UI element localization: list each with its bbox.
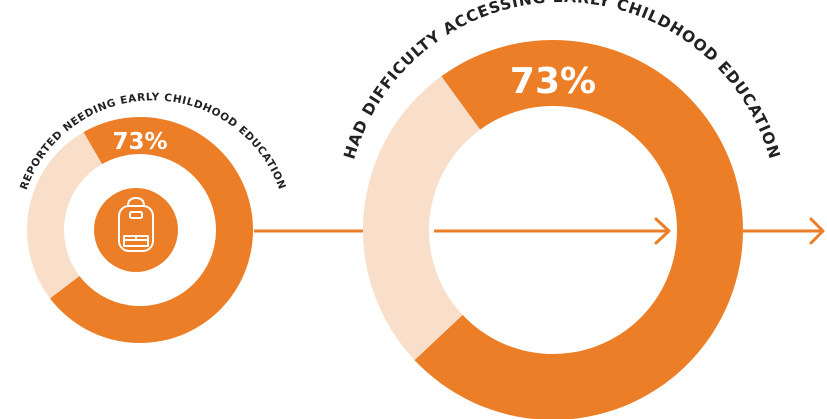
arrow-head-middle — [654, 217, 671, 245]
donut-slice-remainder — [26, 132, 102, 299]
donut-small-value-label: 73% — [112, 129, 167, 155]
donut-slice-remainder — [362, 76, 481, 361]
donut-slice-value — [49, 117, 254, 343]
arrow-head-right — [809, 217, 825, 245]
donut-slice-value — [414, 40, 743, 419]
donut-chart-large: 73% HAD DIFFICULTY ACCESSING EARLY CHILD… — [340, 0, 783, 419]
backpack-icon — [94, 188, 178, 272]
donut-small-slices — [26, 117, 254, 343]
flow-line — [254, 217, 825, 245]
donut-large-value-label: 73% — [510, 61, 596, 102]
donut-large-slices — [362, 40, 743, 419]
